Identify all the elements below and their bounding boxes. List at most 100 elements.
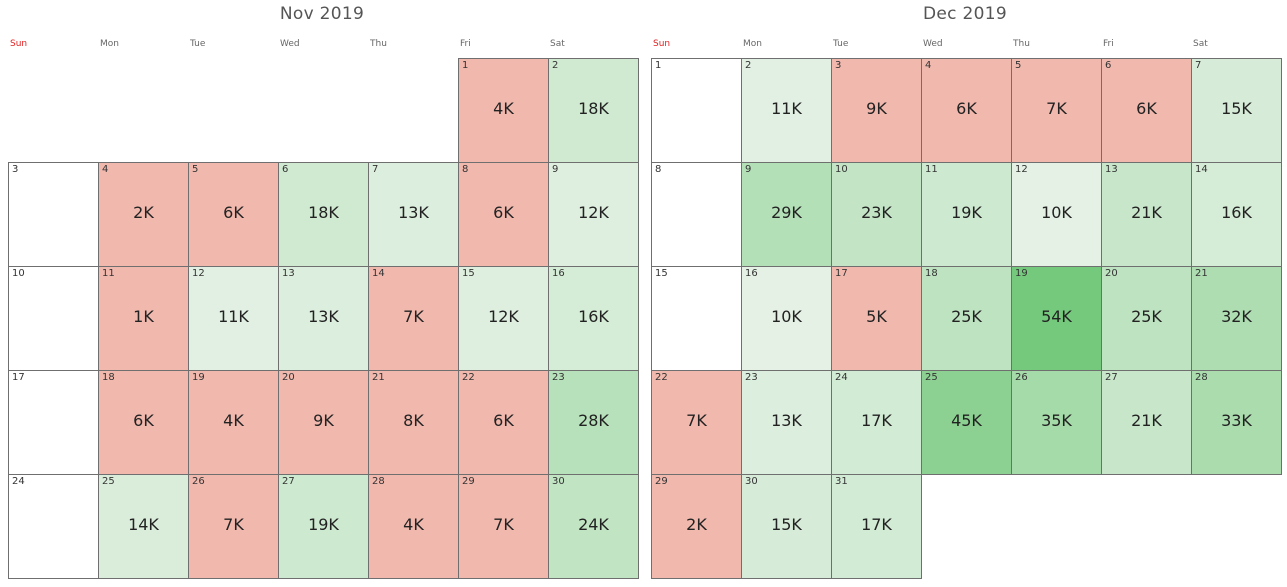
day-cell: 14 16K (1191, 162, 1282, 267)
day-number: 3 (835, 60, 842, 71)
day-number: 8 (655, 164, 662, 175)
day-number: 1 (655, 60, 662, 71)
day-cell: 27 21K (1101, 370, 1192, 475)
day-value-label: 35K (1041, 411, 1072, 430)
day-cell: 10 (8, 266, 99, 371)
day-number: 16 (552, 268, 565, 279)
day-number: 20 (1105, 268, 1118, 279)
month-title: Dec 2019 (923, 4, 1007, 24)
day-cell: 24 (8, 474, 99, 579)
day-number: 6 (1105, 60, 1112, 71)
day-value-label: 11K (218, 307, 249, 326)
day-number: 23 (552, 372, 565, 383)
weekday-label: Wed (923, 39, 943, 49)
weekday-label: Sun (10, 39, 28, 49)
day-cell: 16 16K (548, 266, 639, 371)
day-value-label: 17K (861, 515, 892, 534)
day-cell: 29 7K (458, 474, 549, 579)
weekday-label: Mon (743, 39, 762, 49)
day-cell: 29 2K (651, 474, 742, 579)
day-value-label: 13K (308, 307, 339, 326)
day-number: 4 (102, 164, 109, 175)
day-value-label: 7K (686, 411, 707, 430)
day-cell: 1 (651, 58, 742, 163)
day-number: 2 (552, 60, 559, 71)
day-value-label: 6K (956, 99, 977, 118)
day-value-label: 1K (133, 307, 154, 326)
day-cell: 22 7K (651, 370, 742, 475)
day-cell: 18 6K (98, 370, 189, 475)
day-value-label: 29K (771, 203, 802, 222)
day-value-label: 2K (133, 203, 154, 222)
calendar-month-dec: Dec 2019 Sun Mon Tue Wed Thu Fri Sat 1 2 11K 3 9K 4 6… (651, 0, 1282, 587)
day-number: 26 (192, 476, 205, 487)
weekday-label: Tue (833, 39, 849, 49)
day-value-label: 17K (861, 411, 892, 430)
day-number: 17 (12, 372, 25, 383)
day-cell: 11 1K (98, 266, 189, 371)
day-value-label: 13K (771, 411, 802, 430)
day-number: 29 (462, 476, 475, 487)
day-number: 14 (372, 268, 385, 279)
day-cell: 9 29K (741, 162, 832, 267)
weekday-label: Fri (1103, 39, 1114, 49)
day-number: 26 (1015, 372, 1028, 383)
day-number: 25 (925, 372, 938, 383)
day-cell: 28 33K (1191, 370, 1282, 475)
day-number: 29 (655, 476, 668, 487)
day-number: 10 (12, 268, 25, 279)
day-cell: 14 7K (368, 266, 459, 371)
day-number: 13 (1105, 164, 1118, 175)
day-value-label: 18K (308, 203, 339, 222)
weekday-label: Sat (550, 39, 565, 49)
day-number: 13 (282, 268, 295, 279)
calendar-month-nov: Nov 2019 Sun Mon Tue Wed Thu Fri Sat 1 4K 2 18K 3 4 2… (8, 0, 639, 587)
weekday-label: Thu (370, 39, 387, 49)
day-number: 23 (745, 372, 758, 383)
day-cell: 2 11K (741, 58, 832, 163)
day-number: 28 (1195, 372, 1208, 383)
day-number: 17 (835, 268, 848, 279)
day-value-label: 28K (578, 411, 609, 430)
day-cell: 3 (8, 162, 99, 267)
day-value-label: 12K (488, 307, 519, 326)
day-number: 11 (925, 164, 938, 175)
day-cell: 8 6K (458, 162, 549, 267)
day-value-label: 8K (403, 411, 424, 430)
day-cell: 17 (8, 370, 99, 475)
day-value-label: 6K (133, 411, 154, 430)
day-number: 18 (925, 268, 938, 279)
day-cell: 7 13K (368, 162, 459, 267)
day-value-label: 23K (861, 203, 892, 222)
month-title: Nov 2019 (279, 4, 365, 24)
day-value-label: 45K (951, 411, 982, 430)
day-number: 4 (925, 60, 932, 71)
day-value-label: 54K (1041, 307, 1072, 326)
day-number: 10 (835, 164, 848, 175)
day-cell: 26 7K (188, 474, 279, 579)
day-value-label: 15K (771, 515, 802, 534)
day-value-label: 33K (1221, 411, 1252, 430)
day-number: 21 (372, 372, 385, 383)
day-number: 11 (102, 268, 115, 279)
day-cell: 26 35K (1011, 370, 1102, 475)
day-cell: 30 15K (741, 474, 832, 579)
day-cell: 23 28K (548, 370, 639, 475)
day-cell: 20 25K (1101, 266, 1192, 371)
day-value-label: 10K (1041, 203, 1072, 222)
day-value-label: 7K (1046, 99, 1067, 118)
day-cell: 5 6K (188, 162, 279, 267)
day-value-label: 19K (951, 203, 982, 222)
day-value-label: 10K (771, 307, 802, 326)
day-cell: 12 10K (1011, 162, 1102, 267)
weekday-label: Sun (653, 39, 671, 49)
day-cell: 5 7K (1011, 58, 1102, 163)
day-cell: 21 8K (368, 370, 459, 475)
day-number: 28 (372, 476, 385, 487)
day-number: 7 (372, 164, 379, 175)
day-value-label: 16K (1221, 203, 1252, 222)
day-number: 9 (745, 164, 752, 175)
day-cell: 19 54K (1011, 266, 1102, 371)
day-number: 19 (192, 372, 205, 383)
